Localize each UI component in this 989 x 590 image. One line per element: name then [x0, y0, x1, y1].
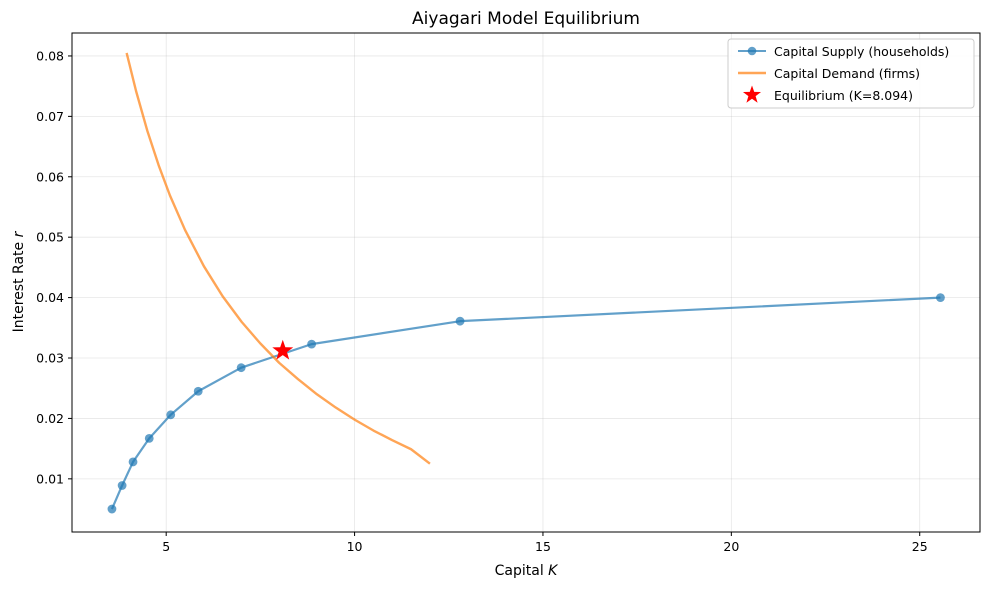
y-axis-label-text: Interest Rate: [11, 242, 27, 333]
capital-supply-point: [117, 481, 127, 490]
legend-supply-label: Capital Supply (households): [774, 44, 949, 59]
y-tick-label: 0.04: [36, 290, 64, 305]
legend-equilibrium-label: Equilibrium (K=8.094): [774, 88, 913, 103]
capital-supply-point: [936, 293, 945, 303]
x-tick-label: 10: [347, 539, 363, 554]
y-tick-label: 0.08: [36, 48, 64, 63]
plot-frame: [71, 32, 981, 533]
capital-supply-point: [455, 316, 465, 326]
capital-supply-point: [144, 433, 154, 443]
equilibrium-star-marker: [272, 339, 294, 360]
capital-supply-point: [193, 386, 203, 396]
y-axis-label: Interest Rate r: [11, 230, 27, 332]
series-layer: [107, 52, 945, 514]
legend-box: [727, 38, 975, 109]
legend-demand-label: Capital Demand (firms): [774, 66, 920, 81]
series-line-capital-supply: [110, 296, 941, 510]
x-axis-label-symbol: K: [548, 563, 559, 579]
legend-supply-marker: [747, 46, 757, 56]
axis-ticks: 5 10 15 20 25 0.01 0.02 0.03 0.04 0.05 0.06 0.07 0.0…: [36, 48, 928, 554]
chart-title: Aiyagari Model Equilibrium: [412, 9, 640, 29]
y-tick-label: 0.05: [36, 230, 64, 245]
y-tick-label: 0.03: [36, 351, 64, 366]
x-tick-label: 20: [723, 539, 739, 554]
y-tick-label: 0.07: [36, 109, 64, 124]
y-axis-label-symbol: r: [11, 230, 27, 237]
capital-supply-point: [166, 410, 176, 420]
capital-supply-point: [307, 339, 317, 349]
legend-equilibrium-star-icon: [742, 85, 762, 103]
y-tick-label: 0.06: [36, 169, 64, 184]
y-tick-label: 0.01: [36, 471, 64, 486]
series-line-capital-demand: [125, 52, 431, 465]
legend: Capital Supply (households) Capital Dema…: [727, 38, 975, 109]
capital-supply-point: [236, 363, 246, 373]
capital-supply-point: [128, 457, 138, 467]
x-tick-label: 15: [535, 539, 551, 554]
x-axis-label-text: Capital: [495, 563, 544, 579]
capital-supply-point: [107, 504, 117, 514]
x-tick-label: 25: [912, 539, 928, 554]
x-tick-label: 5: [162, 539, 170, 554]
y-tick-label: 0.02: [36, 411, 64, 426]
x-axis-label: Capital K: [495, 563, 560, 579]
